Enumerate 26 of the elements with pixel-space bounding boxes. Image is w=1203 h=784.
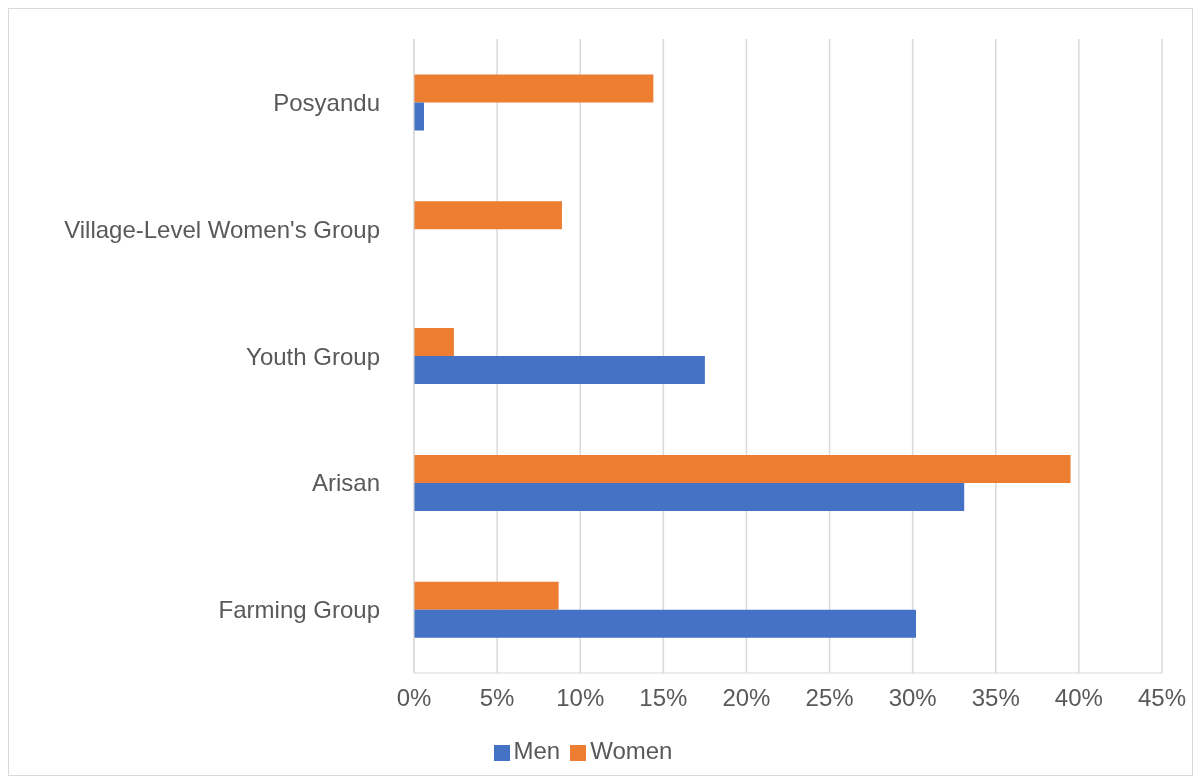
bar [414,454,1071,483]
x-tick-label: 30% [888,684,937,712]
x-tick-label: 10% [556,684,605,712]
y-tick-label: Village-Level Women's Group [64,215,380,243]
legend-label: Women [590,737,673,764]
bar [414,74,654,103]
bar [414,482,965,511]
y-tick-label: Arisan [311,469,380,497]
bar [414,609,916,638]
x-tick-label: 45% [1137,684,1187,712]
x-tick-label: 20% [722,684,771,712]
y-tick-label: Youth Group [246,342,380,370]
bar [414,356,705,385]
x-tick-label: 0% [396,684,432,712]
bar [414,201,562,230]
y-tick-label: Farming Group [218,596,380,624]
legend-label: Men [513,737,561,764]
x-tick-label: 25% [805,684,854,712]
y-tick-label: Posyandu [273,88,380,116]
x-tick-label: 15% [639,684,688,712]
bar [414,328,454,357]
x-tick-label: 40% [1054,684,1103,712]
x-tick-label: 35% [971,684,1020,712]
bar [414,102,424,131]
x-tick-label: 5% [479,684,515,712]
bar [414,581,559,610]
